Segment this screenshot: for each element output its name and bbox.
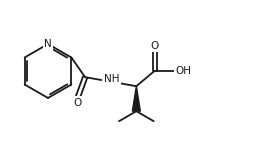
Polygon shape — [132, 86, 140, 111]
Text: O: O — [73, 98, 82, 108]
Text: NH: NH — [104, 74, 120, 84]
Text: N: N — [44, 39, 52, 49]
Text: O: O — [151, 41, 159, 51]
Text: OH: OH — [176, 66, 192, 76]
